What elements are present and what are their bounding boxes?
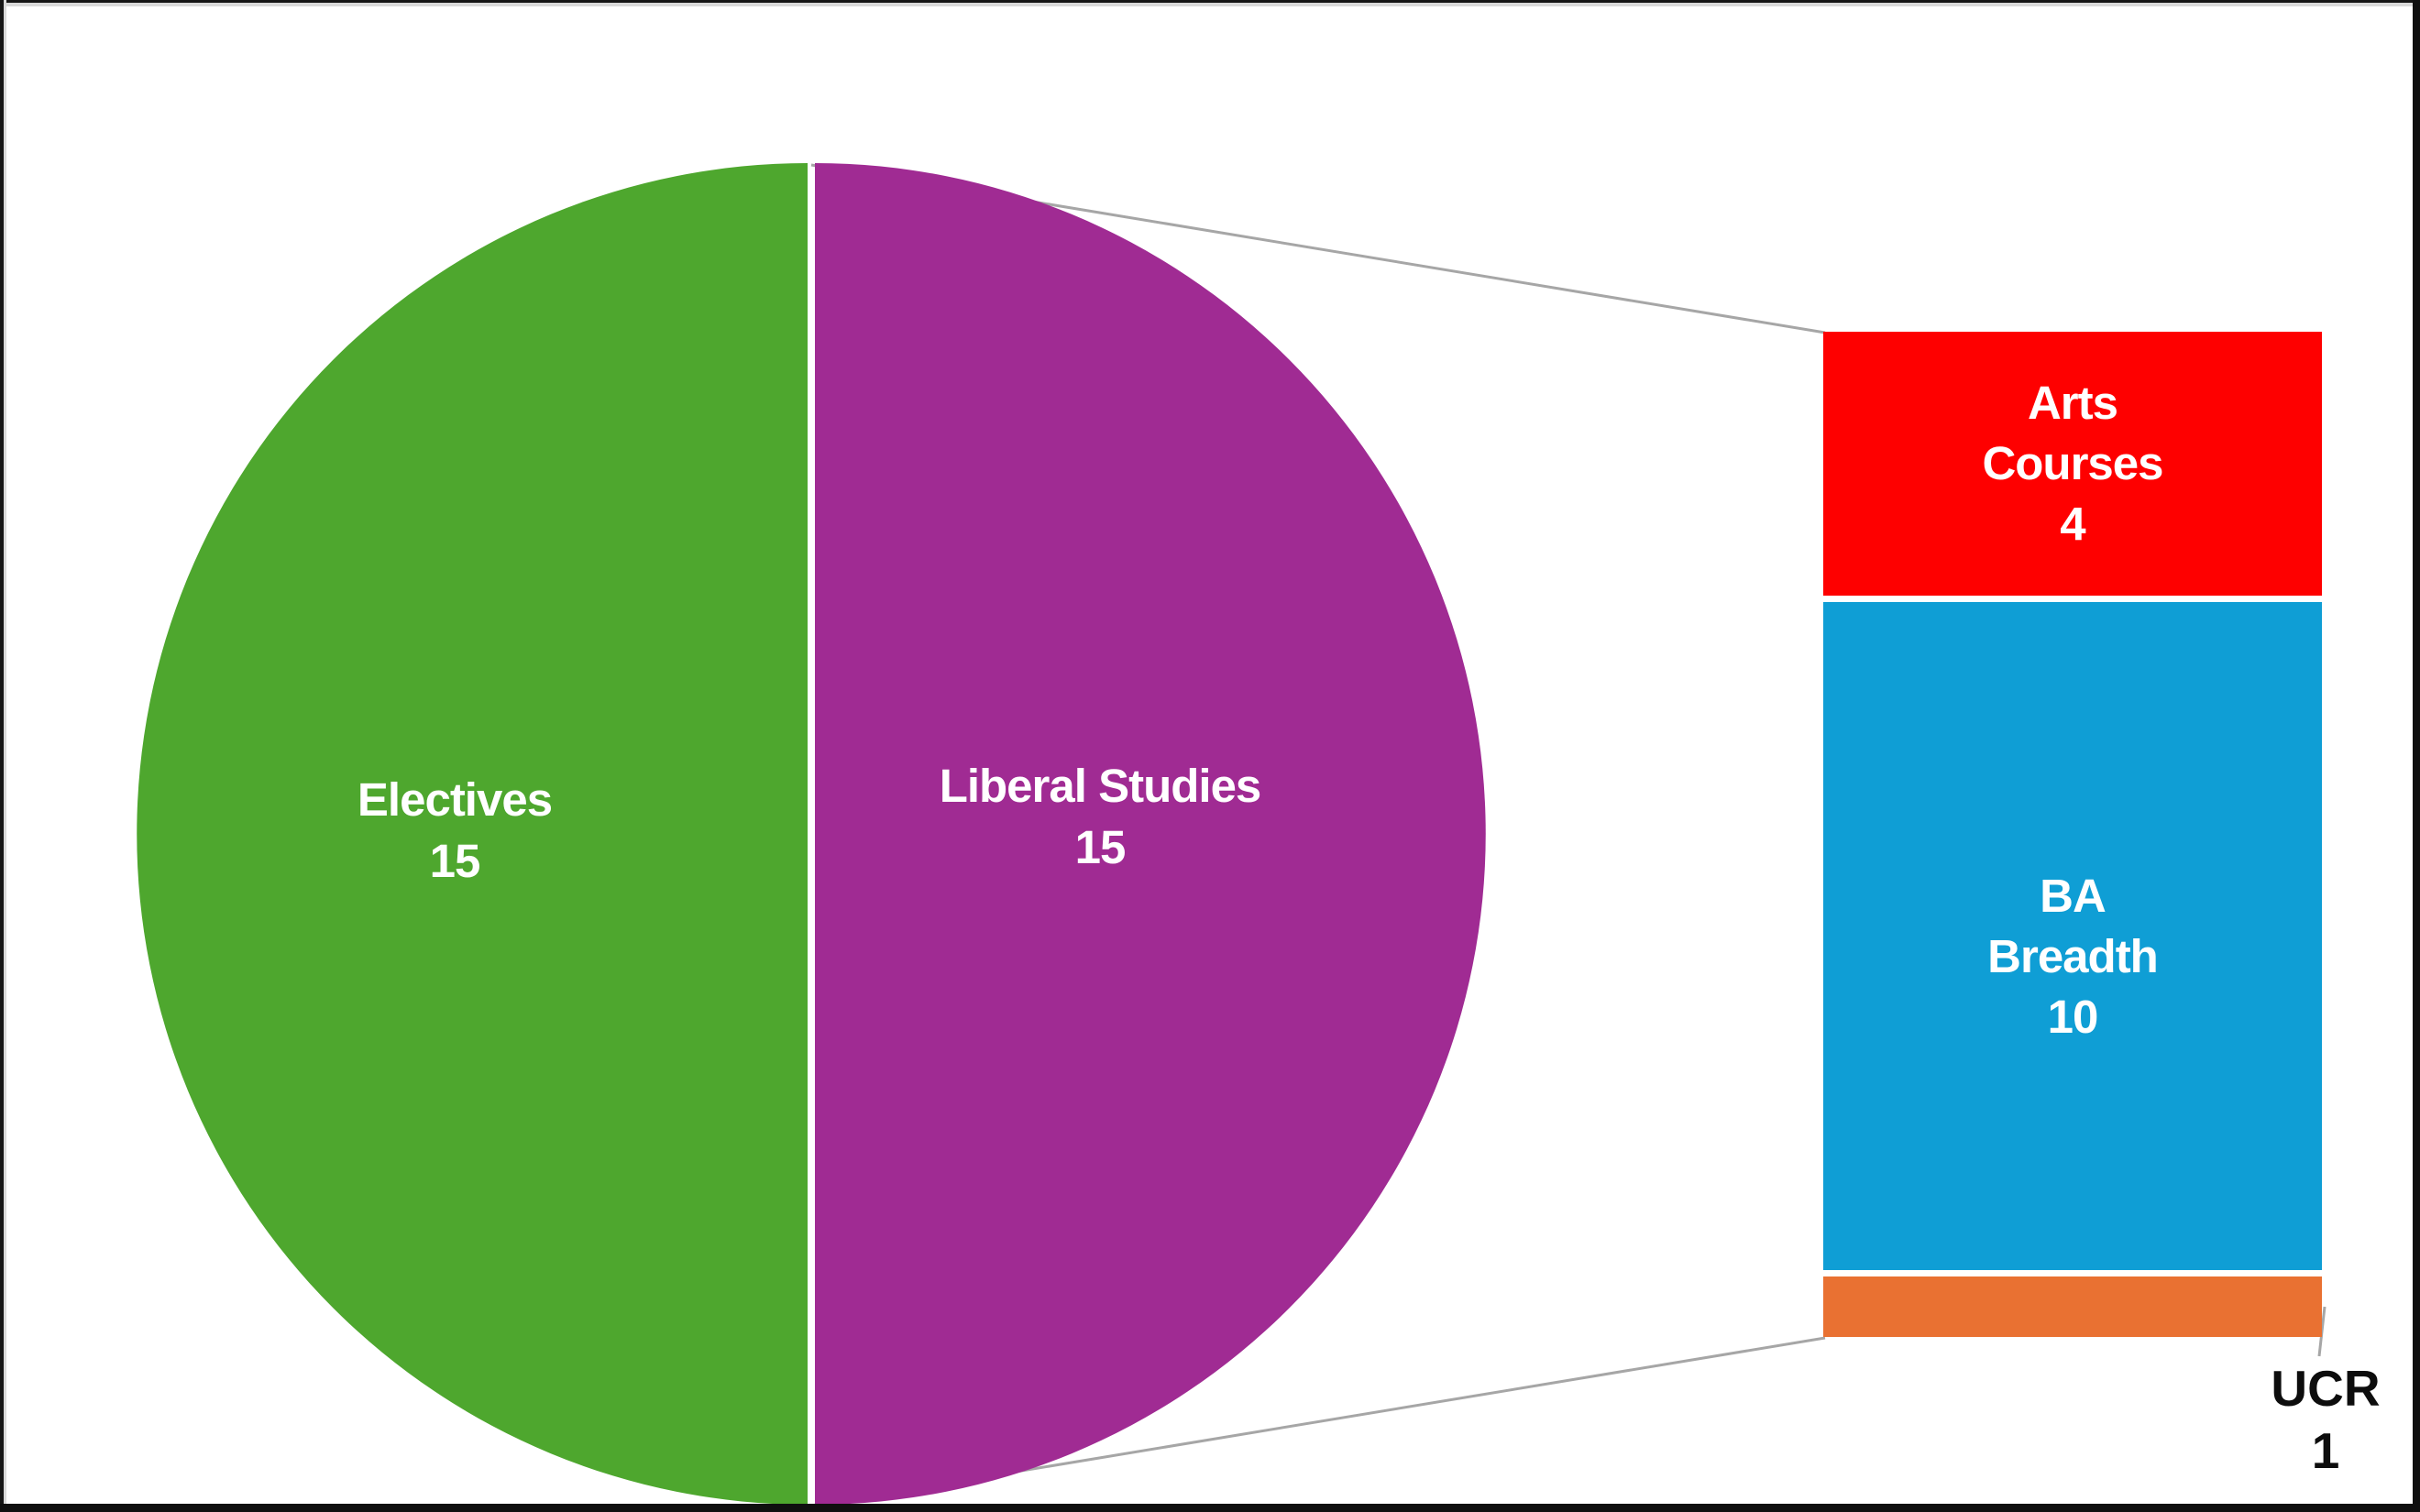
ba-breadth-label-line1: BA — [2040, 869, 2106, 922]
liberal-studies-slice-name: Liberal Studies — [939, 760, 1262, 812]
frame-border-left-inner — [4, 0, 6, 1512]
frame-border-bottom — [0, 1504, 2420, 1512]
ucr-leader-line — [2317, 1306, 2326, 1357]
frame-border-top — [0, 0, 2420, 3]
ucr-outside-label: UCR 1 — [2271, 1357, 2380, 1482]
bar-segment-ucr — [1823, 1276, 2322, 1337]
frame-border-top-inner — [0, 3, 2420, 6]
electives-slice-value: 15 — [429, 835, 481, 887]
pie-slice-electives — [137, 163, 808, 1505]
arts-courses-value: 4 — [2060, 498, 2085, 550]
arts-courses-label-line1: Arts — [2027, 377, 2118, 429]
bar-segment-arts-courses: Arts Courses 4 — [1823, 332, 2322, 596]
frame-border-left — [0, 0, 4, 1512]
arts-courses-label-line2: Courses — [1982, 437, 2163, 489]
ucr-label-value: 1 — [2311, 1422, 2340, 1479]
liberal-studies-slice-value: 15 — [1074, 821, 1127, 873]
electives-slice-label: Electives 15 — [357, 769, 553, 892]
ba-breadth-label: BA Breadth 10 — [1987, 866, 2159, 1047]
electives-slice-name: Electives — [357, 773, 553, 826]
frame-border-right — [2413, 0, 2420, 1512]
ba-breadth-label-line2: Breadth — [1987, 929, 2159, 982]
arts-courses-label: Arts Courses 4 — [1982, 373, 2163, 554]
bar-segment-ba-breadth: BA Breadth 10 — [1823, 602, 2322, 1270]
ba-breadth-value: 10 — [2047, 990, 2099, 1043]
pie-slice-liberal-studies — [815, 163, 1486, 1505]
liberal-studies-slice-label: Liberal Studies 15 — [939, 755, 1262, 878]
ucr-label-text: UCR — [2271, 1360, 2381, 1417]
